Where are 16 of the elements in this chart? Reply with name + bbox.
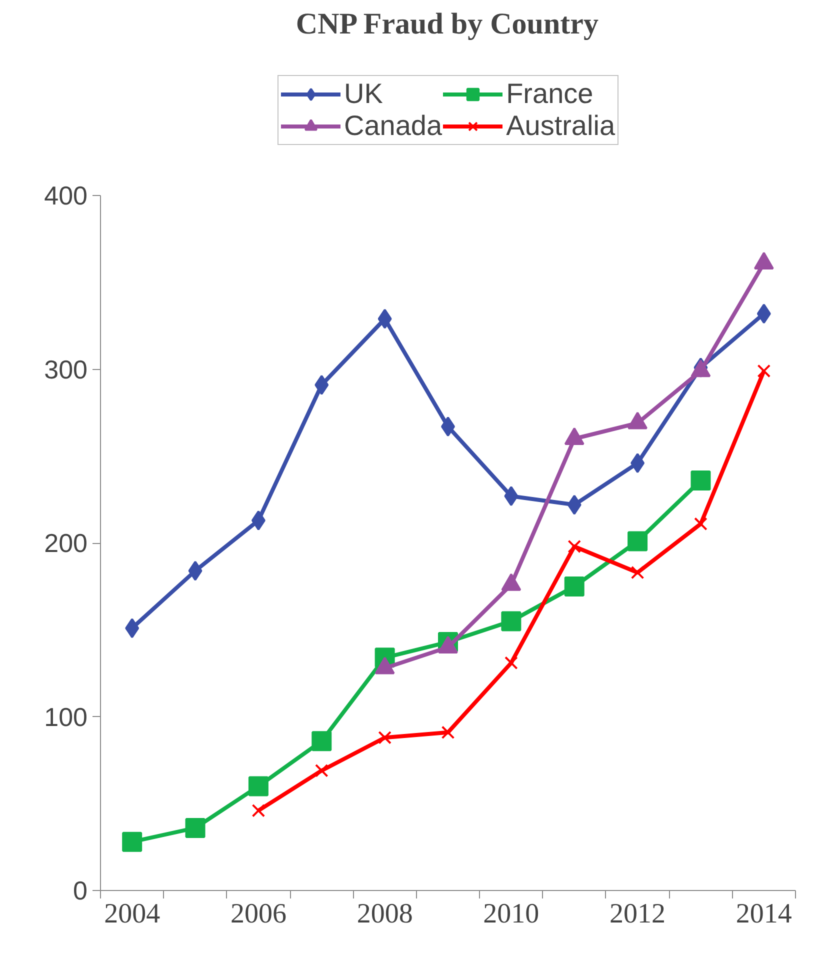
y-tick-label: 200 xyxy=(44,528,88,558)
y-tick-label: 300 xyxy=(44,354,88,384)
y-tick-label: 100 xyxy=(44,702,88,732)
legend-label: Australia xyxy=(506,110,616,142)
x-tick-label: 2006 xyxy=(230,898,286,930)
x-tick-label: 2008 xyxy=(356,898,413,930)
x-tick-label: 2012 xyxy=(610,898,666,930)
legend-label: France xyxy=(506,78,594,110)
y-tick-label: 400 xyxy=(44,180,88,210)
chart-title: CNP Fraud by Country xyxy=(296,8,598,40)
y-tick-label: 0 xyxy=(73,876,88,906)
x-tick-label: 2004 xyxy=(104,898,160,930)
x-tick-label: 2010 xyxy=(483,898,540,930)
legend-label: Canada xyxy=(344,110,442,142)
x-tick-label: 2014 xyxy=(736,898,792,930)
legend-label: UK xyxy=(344,78,383,110)
